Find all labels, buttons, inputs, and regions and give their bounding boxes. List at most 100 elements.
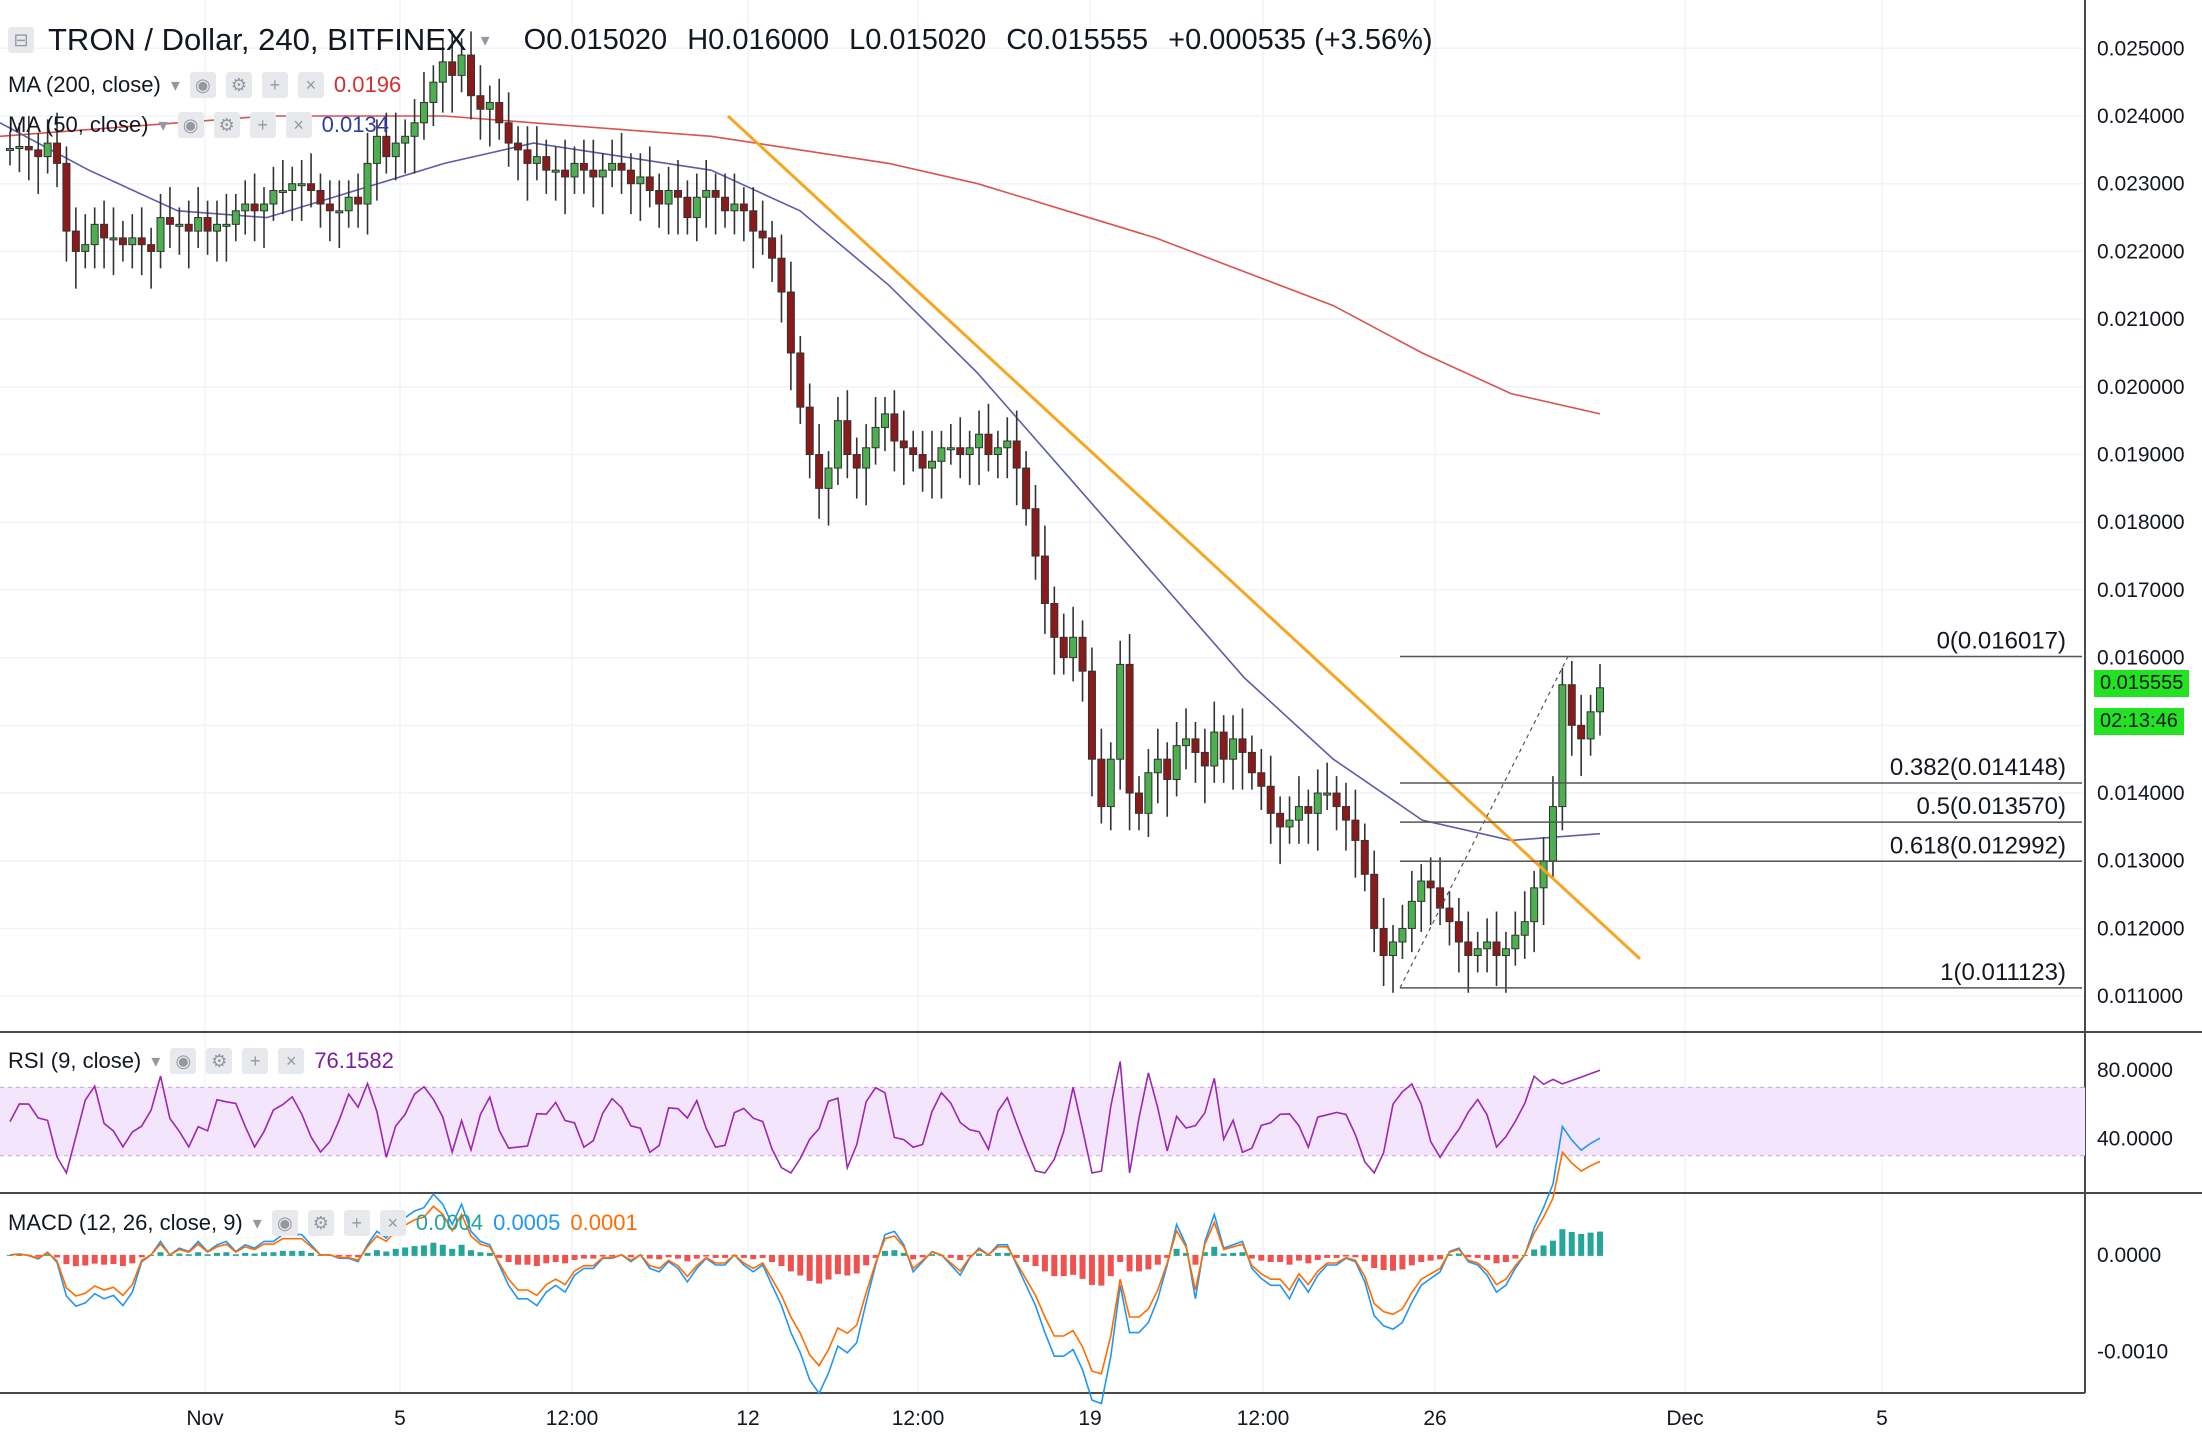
macd-hist-bar: [477, 1252, 484, 1256]
macd-hist-bar: [524, 1254, 531, 1265]
macd-hist-bar: [853, 1254, 860, 1274]
price-tick-label: 0.017000: [2097, 579, 2185, 602]
plus-icon[interactable]: +: [242, 1048, 269, 1074]
close-icon[interactable]: ×: [379, 1210, 406, 1236]
candle-body: [1229, 738, 1238, 760]
candle-body: [561, 169, 570, 178]
macd-hist-bar: [1342, 1254, 1349, 1257]
change-value: +0.000535 (+3.56%): [1168, 23, 1433, 56]
macd-hist-bar: [261, 1252, 268, 1256]
macd-hist-bar: [609, 1254, 616, 1257]
eye-icon[interactable]: ◉: [170, 1048, 197, 1074]
candle-body: [626, 169, 635, 185]
candle-body: [137, 237, 146, 246]
candle-body: [100, 223, 109, 239]
gear-icon[interactable]: ⚙: [225, 72, 252, 98]
chevron-down-icon[interactable]: ▾: [158, 114, 168, 135]
ma50-value: 0.0134: [321, 112, 389, 137]
macd-hist-bar: [1183, 1252, 1190, 1256]
gear-icon[interactable]: ⚙: [307, 1210, 334, 1236]
candle-body: [335, 210, 344, 214]
chevron-down-icon[interactable]: ▾: [170, 74, 180, 95]
high-value: 0.016000: [708, 23, 830, 56]
candle-body: [419, 101, 428, 124]
candle-body: [34, 149, 43, 158]
macd-hist-value: 0.0004: [415, 1210, 484, 1235]
candlesticks: [6, 31, 1604, 993]
trendline: [726, 114, 1642, 961]
macd-line: [9, 1124, 1601, 1405]
candle-body: [156, 217, 165, 252]
macd-hist-bar: [1230, 1252, 1237, 1256]
plus-icon[interactable]: +: [249, 112, 276, 138]
macd-hist-bar: [1455, 1253, 1462, 1256]
eye-icon[interactable]: ◉: [271, 1210, 298, 1236]
candle-body: [1163, 758, 1172, 781]
chevron-down-icon[interactable]: ▾: [252, 1212, 262, 1233]
price-tick-label: 0.012000: [2097, 917, 2185, 940]
macd-hist-bar: [7, 1254, 13, 1256]
macd-hist-bar: [1173, 1248, 1180, 1256]
candle-body: [260, 203, 269, 212]
candle-body: [965, 447, 974, 456]
macd-hist-bar: [364, 1252, 371, 1256]
candle-body: [1332, 792, 1341, 808]
candle-body: [843, 420, 852, 456]
rsi-panel: [0, 1061, 2085, 1175]
candle-body: [975, 433, 984, 449]
macd-hist-bar: [242, 1252, 249, 1256]
eye-icon[interactable]: ◉: [189, 72, 216, 98]
candle-body: [636, 176, 645, 185]
plus-icon[interactable]: +: [343, 1210, 370, 1236]
macd-hist-bar: [543, 1254, 550, 1264]
candle-body: [542, 156, 551, 171]
candle-body: [833, 420, 842, 469]
candle-body: [410, 122, 419, 137]
close-icon[interactable]: ×: [278, 1048, 305, 1074]
gear-icon[interactable]: ⚙: [206, 1048, 233, 1074]
candle-body: [118, 237, 127, 246]
candle-body: [269, 189, 278, 205]
candle-body: [1172, 745, 1181, 780]
candle-body: [984, 433, 993, 456]
macd-hist-bar: [881, 1250, 888, 1256]
rsi-value: 76.1582: [314, 1048, 394, 1073]
macd-hist-bar: [411, 1246, 418, 1256]
ma200-legend: MA (200, close) ▾ ◉ ⚙ + × 0.0196: [8, 72, 401, 98]
macd-hist-bar: [656, 1254, 663, 1260]
candle-body: [448, 61, 457, 76]
gear-icon[interactable]: ⚙: [213, 112, 240, 138]
chevron-down-icon[interactable]: ▾: [480, 29, 490, 50]
collapse-icon[interactable]: ⊟: [8, 27, 34, 53]
fib-level-label: 1(0.011123): [1940, 959, 2066, 986]
macd-hist-bar: [797, 1254, 804, 1276]
macd-label: MACD (12, 26, close, 9): [8, 1210, 243, 1235]
candle-body: [24, 145, 33, 151]
macd-hist-bar: [430, 1242, 437, 1256]
low-value: 0.015020: [865, 23, 987, 56]
macd-hist-bar: [1380, 1254, 1387, 1271]
macd-hist-bar: [834, 1254, 841, 1275]
candle-body: [664, 189, 673, 205]
candle-body: [777, 257, 786, 293]
candle-body: [1304, 806, 1313, 814]
candle-body: [495, 101, 504, 124]
candle-body: [1144, 772, 1153, 814]
price-tick-label: 0.020000: [2097, 376, 2185, 399]
close-icon[interactable]: ×: [297, 72, 324, 98]
eye-icon[interactable]: ◉: [177, 112, 204, 138]
candle-body: [1511, 934, 1520, 950]
candle-body: [1483, 941, 1492, 950]
close-icon[interactable]: ×: [285, 112, 312, 138]
candle-body: [1445, 907, 1454, 923]
candle-body: [15, 145, 24, 150]
candle-body: [1341, 806, 1350, 821]
time-tick-label: 12:00: [892, 1407, 945, 1430]
candle-body: [768, 237, 777, 259]
ma50-line: [0, 122, 1601, 842]
chevron-down-icon[interactable]: ▾: [151, 1050, 161, 1071]
macd-hist-bar: [119, 1254, 126, 1267]
plus-icon[interactable]: +: [261, 72, 288, 98]
candle-body: [1078, 636, 1087, 672]
